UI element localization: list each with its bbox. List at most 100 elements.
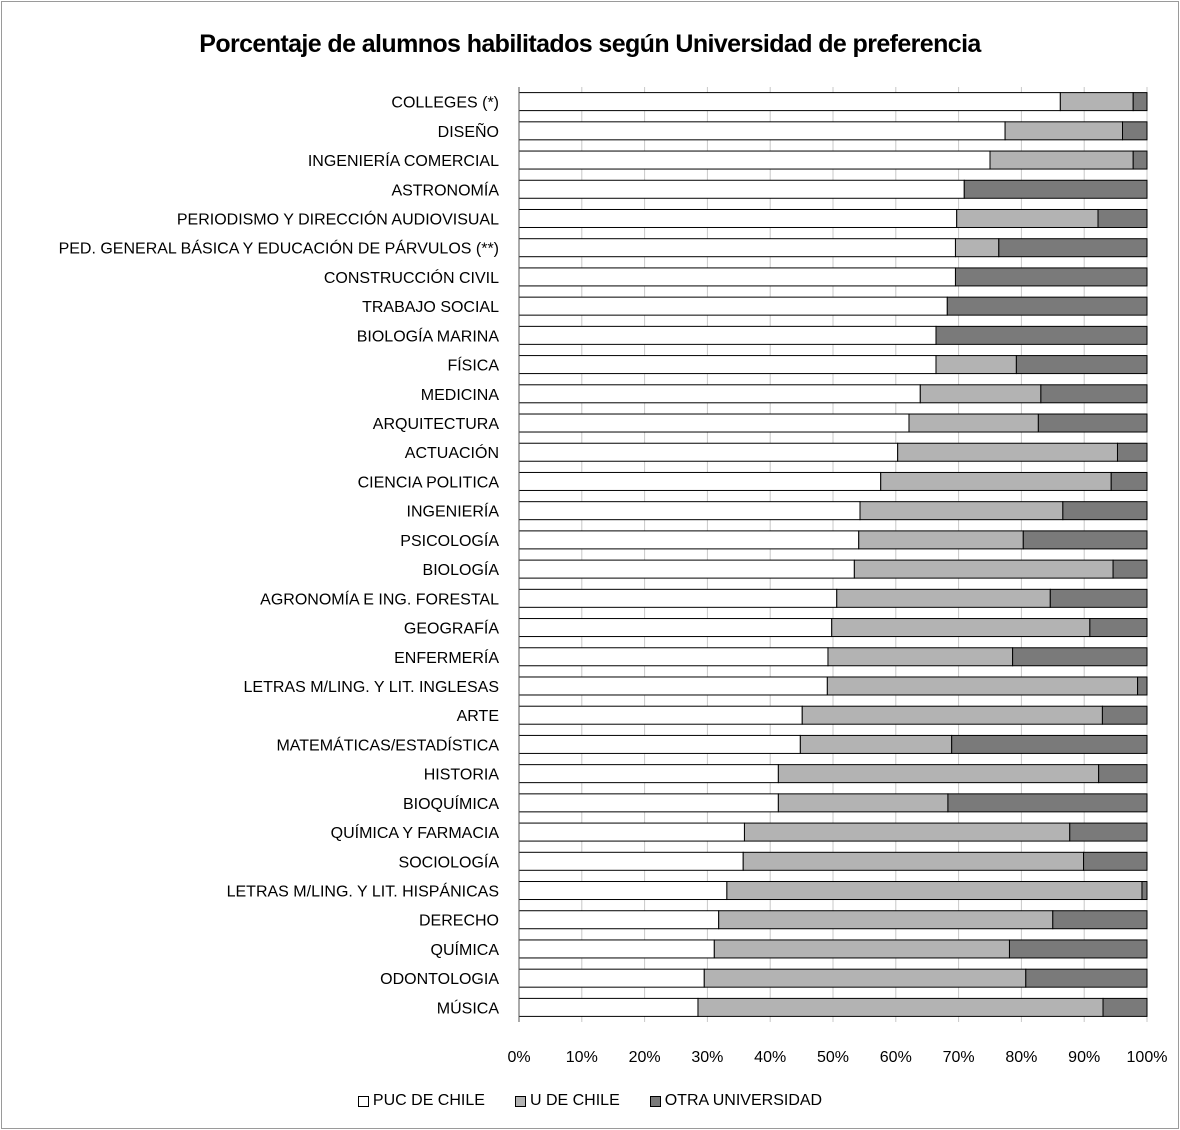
category-label: INGENIERÍA COMERCIAL bbox=[308, 151, 499, 170]
bar-segment bbox=[1110, 471, 1148, 491]
category-label: PSICOLOGÍA bbox=[400, 531, 499, 550]
bar-segment bbox=[518, 442, 899, 462]
x-tick-label: 40% bbox=[754, 1049, 786, 1066]
category-label: LETRAS M/LING. Y LIT. HISPÁNICAS bbox=[227, 882, 499, 901]
category-label: MÚSICA bbox=[437, 998, 500, 1017]
bar-segment bbox=[518, 968, 705, 988]
bar-segment bbox=[1049, 588, 1148, 608]
bar-segment bbox=[518, 208, 958, 228]
bar-segment bbox=[518, 851, 744, 871]
x-tick-label: 80% bbox=[1005, 1049, 1037, 1066]
bar-segment bbox=[518, 618, 833, 638]
category-label: ACTUACIÓN bbox=[405, 443, 499, 462]
category-label: COLLEGES (*) bbox=[391, 95, 499, 112]
category-label: MEDICINA bbox=[421, 387, 500, 404]
bar-segment bbox=[1132, 92, 1148, 112]
bar-segment bbox=[951, 734, 1148, 754]
bar-segment bbox=[1116, 442, 1148, 462]
x-tick-label: 10% bbox=[566, 1049, 598, 1066]
x-tick-label: 0% bbox=[507, 1049, 530, 1066]
legend-item-puc: PUC DE CHILE bbox=[357, 1092, 485, 1110]
category-label: LETRAS M/LING. Y LIT. INGLESAS bbox=[244, 679, 500, 696]
bar-segment bbox=[1083, 851, 1148, 871]
bar-segment bbox=[518, 355, 937, 375]
bar-segment bbox=[831, 618, 1091, 638]
bar-segment bbox=[518, 793, 779, 813]
bar-segment bbox=[518, 588, 838, 608]
category-label: DERECHO bbox=[419, 913, 499, 930]
bar-segment bbox=[1097, 208, 1148, 228]
category-label: ASTRONOMÍA bbox=[391, 180, 499, 199]
bar-segment bbox=[801, 705, 1103, 725]
bar-segment bbox=[935, 355, 1017, 375]
bar-segment bbox=[998, 238, 1148, 258]
bar-segment bbox=[743, 822, 1071, 842]
category-label: CIENCIA POLITICA bbox=[358, 474, 500, 491]
bar-segment bbox=[697, 997, 1104, 1017]
bar-segment bbox=[1025, 968, 1148, 988]
bar-segment bbox=[518, 647, 829, 667]
bar-segment bbox=[858, 530, 1024, 550]
bar-segment bbox=[1141, 881, 1148, 901]
category-label: QUÍMICA Y FARMACIA bbox=[331, 823, 500, 842]
bar-segment bbox=[518, 384, 921, 404]
bar-segment bbox=[518, 296, 948, 316]
bar-segment bbox=[1012, 647, 1148, 667]
x-tick-label: 90% bbox=[1068, 1049, 1100, 1066]
bar-segment bbox=[826, 676, 1139, 696]
bar-segment bbox=[518, 238, 956, 258]
bar-segment bbox=[859, 501, 1064, 521]
legend-item-u-de-chile: U DE CHILE bbox=[514, 1092, 620, 1110]
bar-segment bbox=[1137, 676, 1148, 696]
bar-segment bbox=[518, 413, 910, 433]
category-label: CONSTRUCCIÓN CIVIL bbox=[324, 268, 499, 287]
bar-segment bbox=[726, 881, 1143, 901]
bar-segment bbox=[827, 647, 1014, 667]
legend-swatch-otra bbox=[649, 1095, 661, 1107]
category-label: ODONTOLOGIA bbox=[380, 971, 499, 988]
bar-segment bbox=[836, 588, 1051, 608]
bar-segment bbox=[1008, 939, 1148, 959]
bar-segment bbox=[1101, 705, 1148, 725]
bar-segment bbox=[518, 267, 956, 287]
x-tick-label: 20% bbox=[629, 1049, 661, 1066]
bar-segment bbox=[954, 238, 1000, 258]
legend-label-puc: PUC DE CHILE bbox=[372, 1092, 485, 1109]
bar-segment bbox=[853, 559, 1114, 579]
bar-segment bbox=[946, 296, 1148, 316]
chart-legend: PUC DE CHILE U DE CHILE OTRA UNIVERSIDAD bbox=[2, 1092, 1178, 1110]
bar-segment bbox=[518, 121, 1006, 141]
bar-segment bbox=[518, 881, 728, 901]
bar-segment bbox=[1102, 997, 1148, 1017]
bar-segment bbox=[1062, 501, 1148, 521]
bar-segment bbox=[1004, 121, 1124, 141]
category-label: PED. GENERAL BÁSICA Y EDUCACIÓN DE PÁRVU… bbox=[59, 239, 499, 258]
category-label: FÍSICA bbox=[447, 356, 499, 375]
category-label: AGRONOMÍA E ING. FORESTAL bbox=[260, 589, 499, 608]
bar-segment bbox=[897, 442, 1118, 462]
category-label: QUÍMICA bbox=[431, 940, 500, 959]
bar-segment bbox=[518, 471, 882, 491]
bar-segment bbox=[518, 910, 720, 930]
bar-segment bbox=[518, 501, 861, 521]
x-tick-label: 60% bbox=[880, 1049, 912, 1066]
legend-swatch-u-de-chile bbox=[514, 1095, 526, 1107]
legend-swatch-puc bbox=[357, 1095, 369, 1107]
bar-segment bbox=[1052, 910, 1148, 930]
bar-segment bbox=[1040, 384, 1148, 404]
bar-segment bbox=[1089, 618, 1148, 638]
bar-segment bbox=[518, 734, 801, 754]
bar-segment bbox=[1098, 764, 1148, 784]
x-tick-label: 30% bbox=[691, 1049, 723, 1066]
bar-segment bbox=[518, 764, 779, 784]
bar-segment bbox=[518, 676, 828, 696]
bar-segment bbox=[908, 413, 1039, 433]
bar-segment bbox=[518, 705, 803, 725]
category-label: BIOQUÍMICA bbox=[403, 794, 499, 813]
bar-segment bbox=[963, 179, 1148, 199]
bar-segment bbox=[880, 471, 1112, 491]
bar-segment bbox=[742, 851, 1085, 871]
category-label: TRABAJO SOCIAL bbox=[362, 299, 499, 316]
bar-segment bbox=[518, 530, 860, 550]
bar-segment bbox=[518, 150, 991, 170]
